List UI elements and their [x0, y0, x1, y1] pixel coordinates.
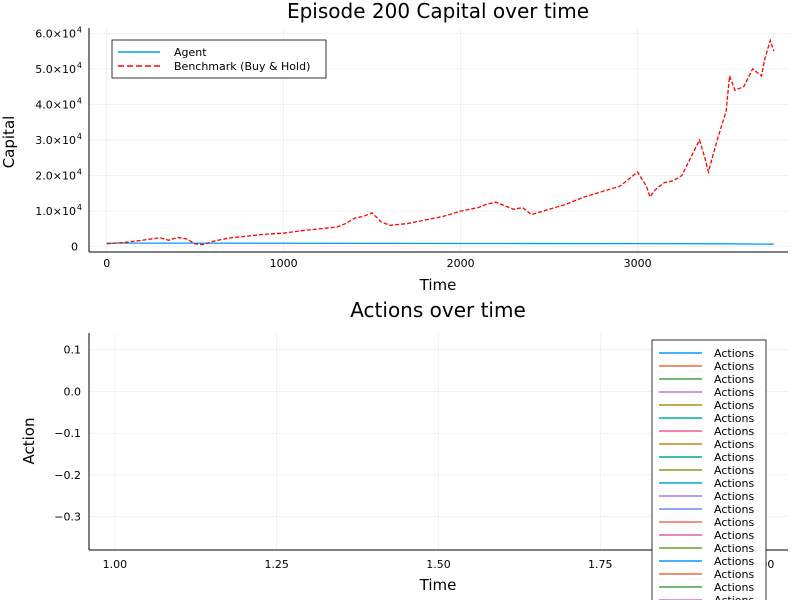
- actions-legend-label: Actions: [714, 438, 754, 451]
- actions-chart-y-axis-label: Action: [20, 418, 38, 465]
- capital-chart-y-tick-label: 4.0×10: [35, 98, 76, 111]
- actions-chart-x-axis-label: Time: [419, 576, 457, 594]
- actions-legend-label: Actions: [714, 373, 754, 386]
- actions-chart: Actions over time 1.001.251.501.752.000.…: [20, 298, 788, 600]
- actions-chart-x-tick-label: 1.50: [426, 558, 451, 571]
- actions-chart-x-tick-label: 1.00: [103, 558, 128, 571]
- capital-chart-x-tick-label: 3000: [624, 257, 652, 270]
- capital-chart-y-tick-exponent: 4: [77, 25, 82, 34]
- actions-legend-label: Actions: [714, 451, 754, 464]
- capital-chart-y-tick-label: 2.0×10: [35, 170, 76, 183]
- capital-chart-y-tick-label: 0: [71, 241, 78, 254]
- capital-chart-x-tick-label: 2000: [447, 257, 475, 270]
- capital-chart-y-tick-exponent: 4: [77, 203, 82, 212]
- capital-chart-y-tick-label: 3.0×10: [35, 134, 76, 147]
- actions-legend-label: Actions: [714, 568, 754, 581]
- actions-legend-label: Actions: [714, 555, 754, 568]
- actions-chart-y-tick-label: −0.1: [54, 427, 81, 440]
- actions-chart-y-tick-label: −0.2: [54, 469, 81, 482]
- actions-chart-y-tick-label: 0.0: [64, 385, 82, 398]
- actions-chart-x-tick-label: 1.25: [264, 558, 289, 571]
- actions-legend-label: Actions: [714, 516, 754, 529]
- actions-legend-label: Actions: [714, 594, 754, 600]
- actions-legend-label: Actions: [714, 477, 754, 490]
- capital-chart-y-tick-exponent: 4: [77, 132, 82, 141]
- capital-chart-y-tick-exponent: 4: [77, 168, 82, 177]
- capital-chart-x-axis-label: Time: [419, 276, 457, 294]
- legend-agent-label: Agent: [174, 46, 207, 59]
- actions-legend-label: Actions: [714, 399, 754, 412]
- capital-chart-y-tick-label: 5.0×10: [35, 63, 76, 76]
- actions-legend-label: Actions: [714, 347, 754, 360]
- actions-legend-label: Actions: [714, 503, 754, 516]
- actions-legend-label: Actions: [714, 360, 754, 373]
- benchmark-series-line: [106, 38, 775, 246]
- capital-chart-y-tick-label: 6.0×10: [35, 27, 76, 40]
- actions-legend-label: Actions: [714, 464, 754, 477]
- actions-chart-legend: ActionsActionsActionsActionsActionsActio…: [651, 339, 767, 600]
- capital-chart-x-tick-label: 1000: [270, 257, 298, 270]
- capital-chart: Episode 200 Capital over time 0 1000 2000 3…: [0, 0, 788, 294]
- agent-series-line: [106, 242, 774, 245]
- capital-chart-y-tick-label: 1.0×10: [35, 205, 76, 218]
- actions-legend-label: Actions: [714, 425, 754, 438]
- actions-legend-label: Actions: [714, 386, 754, 399]
- actions-chart-y-tick-label: 0.1: [64, 344, 82, 357]
- capital-chart-y-tick-exponent: 4: [77, 96, 82, 105]
- capital-chart-y-tick-exponent: 4: [77, 61, 82, 70]
- capital-chart-legend: Agent Benchmark (Buy & Hold): [111, 39, 327, 79]
- actions-legend-label: Actions: [714, 412, 754, 425]
- legend-benchmark-label: Benchmark (Buy & Hold): [174, 60, 310, 73]
- actions-legend-label: Actions: [714, 542, 754, 555]
- actions-legend-label: Actions: [714, 581, 754, 594]
- actions-chart-title: Actions over time: [350, 298, 526, 322]
- actions-chart-x-tick-label: 1.75: [588, 558, 613, 571]
- capital-chart-title: Episode 200 Capital over time: [287, 0, 589, 23]
- actions-legend-label: Actions: [714, 490, 754, 503]
- actions-chart-y-tick-label: −0.3: [54, 511, 81, 524]
- capital-chart-x-tick-label: 0: [103, 257, 110, 270]
- capital-chart-y-axis-label: Capital: [0, 116, 18, 169]
- actions-legend-label: Actions: [714, 529, 754, 542]
